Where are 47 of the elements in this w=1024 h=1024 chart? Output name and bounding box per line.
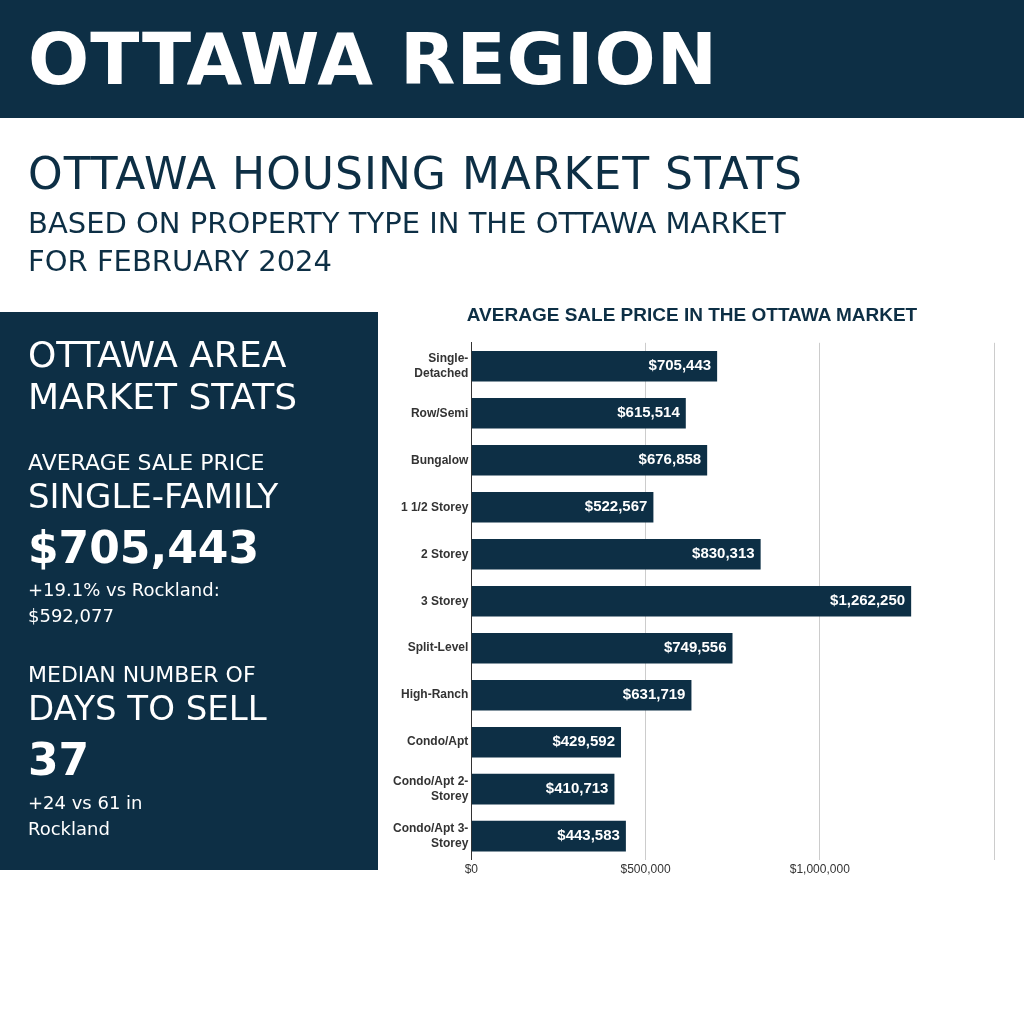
- text: OTTAWA HOUSING MARKET STATS: [28, 148, 803, 199]
- bar: [471, 444, 708, 476]
- data-label: $429,592: [552, 732, 616, 750]
- data-label: $631,719: [622, 685, 686, 703]
- y-tick-label: Condo/Apt 3-Storey: [392, 821, 469, 850]
- y-tick-label: Condo/Apt: [407, 734, 469, 749]
- data-label: $830,313: [692, 544, 755, 562]
- data-label: $749,556: [663, 638, 727, 656]
- text: DAYS TO SELL: [28, 688, 267, 728]
- x-tick-label: $1,000,000: [789, 862, 851, 877]
- text: SINGLE-FAMILY: [28, 476, 279, 516]
- data-label: $676,858: [638, 450, 702, 468]
- text: MEDIAN NUMBER OF: [28, 662, 256, 687]
- bar: [471, 351, 718, 382]
- bar: [471, 585, 912, 617]
- x-tick-label: $0: [464, 862, 479, 877]
- bar: [471, 538, 761, 570]
- text: BASED ON PROPERTY TYPE IN THE OTTAWA MARKET: [28, 206, 786, 240]
- text: 37: [28, 734, 90, 785]
- text: OTTAWA REGION: [0, 0, 1024, 118]
- y-tick-label: High-Ranch: [400, 687, 469, 702]
- data-label: $1,262,250: [830, 591, 906, 609]
- data-label: $615,514: [617, 403, 681, 421]
- bar: [471, 679, 692, 711]
- y-tick-label: 3 Storey: [420, 593, 469, 608]
- bar: [471, 491, 654, 523]
- y-tick-label: 1 1/2 Storey: [400, 499, 469, 514]
- y-tick-label: Split-Level: [407, 640, 469, 655]
- data-label: $522,567: [584, 497, 648, 515]
- x-tick-label: $500,000: [620, 862, 671, 877]
- text: +24 vs 61 in Rockland: [28, 791, 144, 841]
- y-tick-label: Row/Semi: [410, 405, 469, 420]
- y-tick-label: 2 Storey: [420, 546, 469, 561]
- bar: [471, 632, 733, 664]
- y-tick-label: Bungalow: [410, 452, 469, 467]
- text: OTTAWA AREA MARKET STATS: [28, 334, 299, 418]
- text: $705,443: [28, 522, 260, 573]
- text: FOR FEBRUARY 2024: [28, 244, 333, 278]
- data-label: $410,713: [545, 779, 609, 797]
- data-label: $705,443: [648, 356, 712, 374]
- data-label: $443,583: [557, 826, 620, 844]
- chart-title: AVERAGE SALE PRICE IN THE OTTAWA MARKET: [466, 303, 918, 325]
- text: +19.1% vs Rockland: $592,077: [28, 578, 221, 628]
- y-tick-label: Single-Detached: [414, 351, 469, 380]
- bar: [471, 398, 686, 429]
- text: AVERAGE SALE PRICE: [28, 450, 265, 475]
- y-tick-label: Condo/Apt 2-Storey: [392, 774, 469, 803]
